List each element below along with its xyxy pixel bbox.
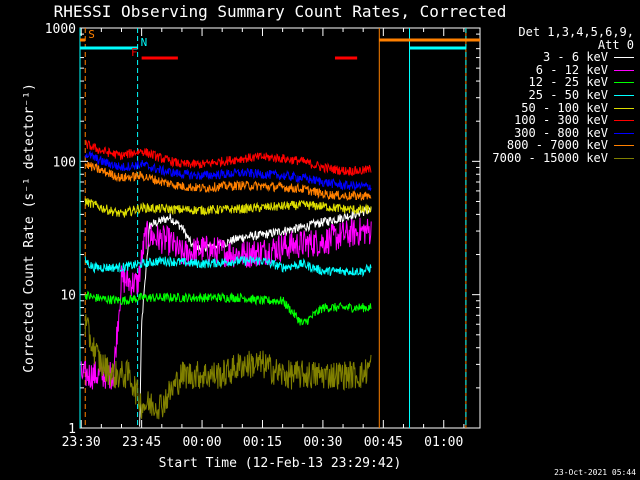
legend-label: 7000 - 15000 keV [492,150,608,165]
legend-entry: 800 - 7000 keV [492,139,634,152]
series-line [80,217,372,390]
legend-detectors: Det 1,3,4,5,6,9, [518,25,634,39]
legend-attenuator: Att 0 [597,37,634,52]
series-line [84,290,372,326]
legend-entry: 12 - 25 keV [492,76,634,89]
series-line [84,255,372,278]
x-tick-label: 00:30 [303,435,342,450]
x-tick-label: 23:30 [62,435,101,450]
legend-entry: 6 - 12 keV [492,62,634,77]
legend-label: 100 - 300 keV [514,113,608,128]
x-axis-label: Start Time (12-Feb-13 23:29:42) [159,456,402,471]
series-line [84,314,372,420]
x-tick-label: 00:45 [364,435,403,450]
legend-entries: 3 - 6 keV 6 - 12 keV 12 - 25 keV 25 - 50 ke… [492,51,634,164]
legend-label: 50 - 100 keV [521,100,608,115]
y-tick-label: 10 [60,289,76,304]
flag-label: S [88,28,95,41]
legend-swatch [614,145,634,147]
legend-swatch [614,94,634,96]
series-line [84,150,372,191]
y-tick-label: 100 [53,155,76,170]
legend-swatch [614,107,634,109]
x-tick-label: 01:00 [424,435,463,450]
y-tick-label: 1 [68,422,76,437]
legend-swatch [614,82,634,84]
legend-label: 800 - 7000 keV [506,138,608,153]
flag-label: F [131,46,138,59]
legend-label: 3 - 6 keV [542,50,608,65]
x-tick-label: 00:00 [182,435,221,450]
legend-swatch [614,132,634,134]
legend-entry: 100 - 300 keV [492,114,634,127]
legend-swatch [614,69,634,71]
legend-swatch [614,57,634,59]
legend-label: 300 - 800 keV [514,125,608,140]
series-line [139,205,372,427]
legend-entry: 50 - 100 keV [492,100,634,115]
series-line [84,139,372,177]
legend-swatch [614,157,634,159]
legend-entry: 3 - 6 keV [492,51,634,64]
series-line [84,161,372,201]
legend-label: 6 - 12 keV [535,62,608,77]
flag-label: N [141,36,148,49]
y-axis-label: Corrected Count Rate (s⁻¹ detector⁻¹) [22,83,37,373]
legend-entry: 25 - 50 keV [492,89,634,102]
series-line [84,198,372,218]
legend-label: 12 - 25 keV [528,75,608,90]
x-tick-label: 00:15 [243,435,282,450]
x-tick-label: 23:45 [122,435,161,450]
timestamp: 23-Oct-2021 05:44 [554,468,636,477]
legend-entry: 300 - 800 keV [492,125,634,140]
legend-swatch [614,120,634,122]
legend: Det 1,3,4,5,6,9, Att 0 3 - 6 keV 6 - 12 k… [492,26,634,165]
chart-title: RHESSI Observing Summary Count Rates, Co… [53,2,507,21]
legend-entry: 7000 - 15000 keV [492,152,634,165]
y-tick-label: 1000 [45,22,76,37]
legend-label: 25 - 50 keV [528,87,608,102]
